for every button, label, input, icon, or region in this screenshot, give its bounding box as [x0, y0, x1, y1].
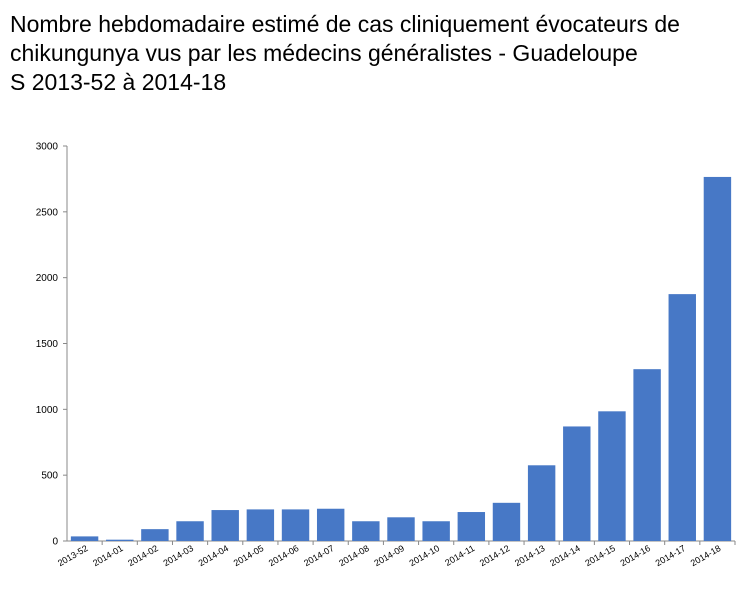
x-tick-label: 2014-04 [197, 543, 231, 568]
bar [141, 529, 169, 541]
bar [492, 502, 521, 541]
bar [668, 294, 696, 541]
y-tick-label: 1000 [36, 405, 59, 416]
y-tick-label: 3000 [36, 142, 59, 153]
chart-title-line-2: chikungunya vus par les médecins général… [10, 40, 638, 66]
y-tick-label: 500 [41, 471, 58, 482]
x-tick-label: 2014-08 [337, 543, 371, 568]
bar [211, 510, 239, 541]
bar [563, 426, 591, 541]
bar [281, 509, 310, 541]
x-tick-label: 2014-02 [126, 543, 160, 568]
bar [703, 176, 732, 542]
bar [633, 369, 661, 541]
x-tick-label: 2014-16 [618, 543, 652, 568]
x-tick-label: 2014-13 [513, 543, 547, 568]
x-tick-label: 2014-17 [654, 543, 688, 568]
x-tick-label: 2014-15 [583, 543, 617, 568]
x-tick-label: 2014-03 [161, 543, 195, 568]
bar [422, 521, 450, 541]
x-tick-label: 2014-12 [478, 543, 512, 568]
bar [316, 508, 345, 541]
x-tick-label: 2014-06 [267, 543, 301, 568]
x-tick-label: 2014-11 [443, 543, 476, 568]
bar [176, 521, 204, 541]
y-tick-label: 2000 [36, 273, 59, 284]
x-tick-label: 2014-14 [548, 543, 582, 568]
x-tick-label: 2014-18 [689, 543, 723, 568]
bar [106, 539, 134, 541]
x-tick-label: 2014-05 [232, 543, 266, 568]
bar [527, 465, 556, 541]
x-tick-label: 2013-52 [56, 543, 90, 568]
bar [387, 517, 415, 541]
bar [70, 536, 99, 541]
y-tick-label: 1500 [36, 339, 59, 350]
chart-title-line-1: Nombre hebdomadaire estimé de cas cliniq… [10, 11, 680, 37]
chart-title: Nombre hebdomadaire estimé de cas cliniq… [10, 10, 740, 97]
chart-title-line-3: S 2013-52 à 2014-18 [10, 69, 227, 95]
y-tick-label: 0 [52, 537, 58, 548]
x-tick-label: 2014-10 [408, 543, 442, 568]
bar [246, 509, 275, 541]
bar [352, 521, 380, 541]
y-tick-label: 2500 [36, 207, 59, 218]
x-tick-label: 2014-09 [372, 543, 406, 568]
x-tick-label: 2014-07 [302, 543, 336, 568]
bar [457, 512, 486, 541]
x-tick-label: 2014-01 [91, 543, 125, 568]
bar [598, 411, 626, 541]
